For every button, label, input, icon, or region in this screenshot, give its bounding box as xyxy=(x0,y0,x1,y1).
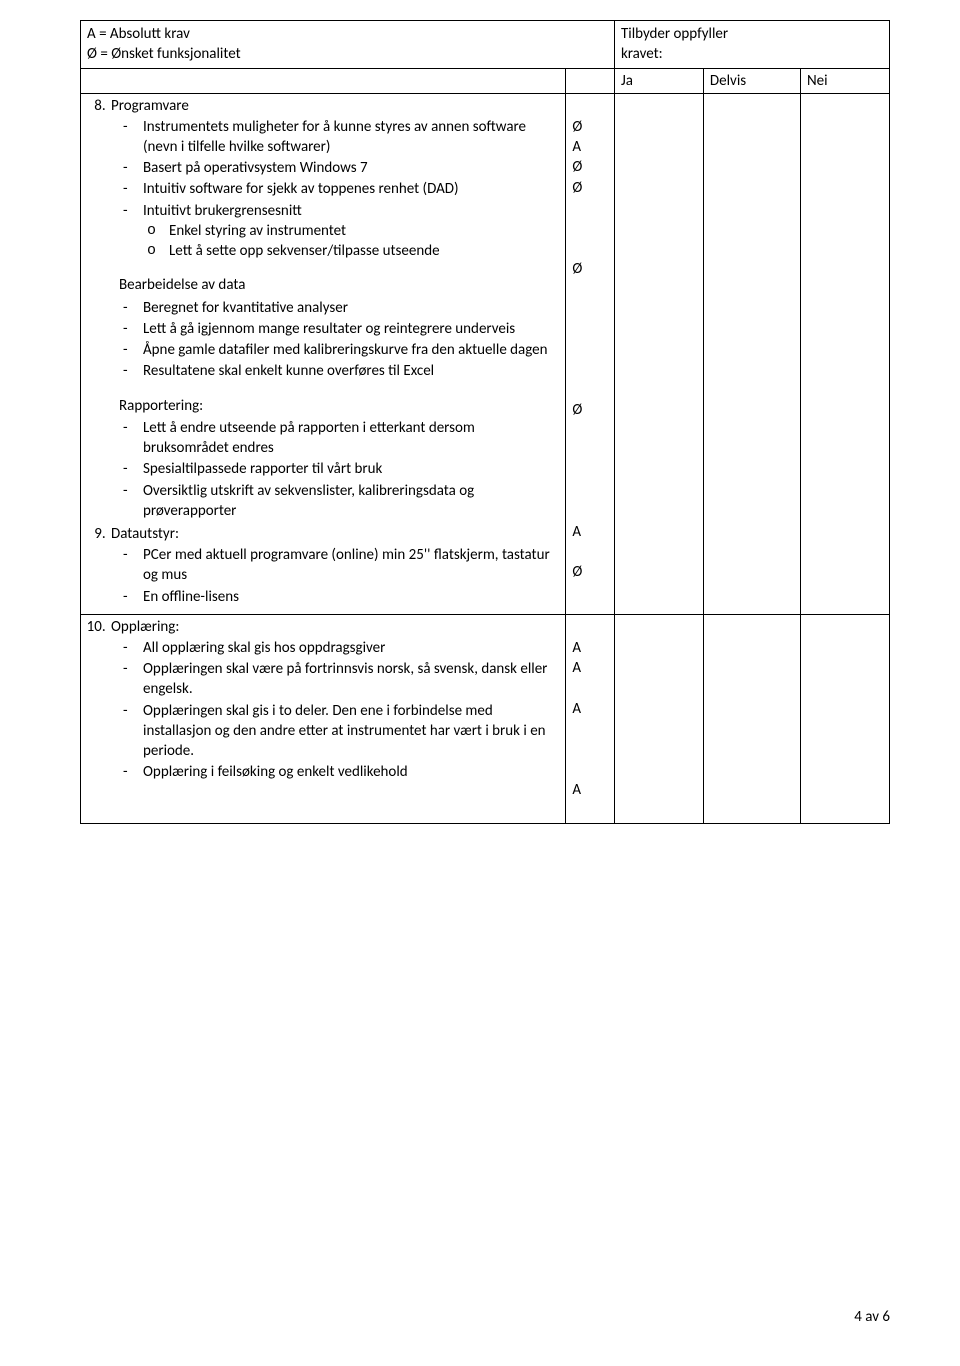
mark-value xyxy=(572,760,608,780)
list-item: PCer med aktuell programvare (online) mi… xyxy=(143,545,559,586)
mark-value xyxy=(572,481,608,501)
mark-value: A xyxy=(572,658,608,678)
ja-cell[interactable] xyxy=(614,614,703,824)
blank-header-1 xyxy=(81,68,566,93)
col-nei: Nei xyxy=(801,68,890,93)
list-item-text: Intuitivt brukergrensesnitt xyxy=(143,202,302,220)
mark-value xyxy=(572,800,608,820)
mark-value xyxy=(572,719,608,739)
sec8-subitems: Enkel styring av instrumentet Lett å set… xyxy=(143,221,559,262)
list-item: All opplæring skal gis hos oppdragsgiver xyxy=(143,638,559,658)
section-10-title: Opplæring: xyxy=(111,618,179,636)
requirements-table: A = Absolutt krav Ø = Ønsket funksjonali… xyxy=(80,20,890,824)
ja-cell[interactable] xyxy=(614,93,703,614)
mark-value xyxy=(572,679,608,699)
mark-value: Ø xyxy=(572,178,608,198)
header-row-2: Ja Delvis Nei xyxy=(81,68,890,93)
marks-8-9: ØAØØ Ø Ø A Ø xyxy=(566,93,615,614)
mark-value xyxy=(572,441,608,461)
list-item: Intuitiv software for sjekk av toppenes … xyxy=(143,179,559,199)
sec10-items: All opplæring skal gis hos oppdragsgiver… xyxy=(111,638,559,783)
mark-value: A xyxy=(572,137,608,157)
sec8-sub2-head: Rapportering: xyxy=(119,396,559,416)
list-item: Lett å gå igjennom mange resultater og r… xyxy=(143,319,559,339)
page: A = Absolutt krav Ø = Ønsket funksjonali… xyxy=(0,0,960,1366)
list-item: Resultatene skal enkelt kunne overføres … xyxy=(143,361,559,381)
mark-value xyxy=(572,380,608,400)
list-item: En offline-lisens xyxy=(143,587,559,607)
fulfill-line-1: Tilbyder oppfyller xyxy=(621,24,883,44)
mark-value: Ø xyxy=(572,259,608,279)
section-9-title: Datautstyr: xyxy=(111,525,179,543)
mark-value xyxy=(572,319,608,339)
nei-cell[interactable] xyxy=(801,93,890,614)
col-delvis: Delvis xyxy=(703,68,800,93)
mark-value xyxy=(572,618,608,638)
fulfill-line-2: kravet: xyxy=(621,44,883,64)
mark-value xyxy=(572,198,608,218)
mark-value: Ø xyxy=(572,400,608,420)
section-list: Programvare Instrumentets muligheter for… xyxy=(87,97,559,607)
mark-value: A xyxy=(572,699,608,719)
list-item: Intuitivt brukergrensesnitt Enkel styrin… xyxy=(143,201,559,262)
fulfill-header: Tilbyder oppfyller kravet: xyxy=(614,21,889,69)
delvis-cell[interactable] xyxy=(703,614,800,824)
legend-line-1: A = Absolutt krav xyxy=(87,24,608,44)
blank-header-2 xyxy=(566,68,615,93)
list-item: Beregnet for kvantitative analyser xyxy=(143,298,559,318)
sec8-sub1-items: Beregnet for kvantitative analyser Lett … xyxy=(111,298,559,382)
content-8-9: Programvare Instrumentets muligheter for… xyxy=(81,93,566,614)
page-footer: 4 av 6 xyxy=(854,1308,890,1326)
mark-value xyxy=(572,739,608,759)
mark-value: A xyxy=(572,522,608,542)
mark-value xyxy=(572,360,608,380)
section-10: Opplæring: All opplæring skal gis hos op… xyxy=(109,618,559,783)
list-item: Instrumentets muligheter for å kunne sty… xyxy=(143,117,559,158)
sec9-items: PCer med aktuell programvare (online) mi… xyxy=(111,545,559,607)
list-item: Basert på operativsystem Windows 7 xyxy=(143,158,559,178)
mark-value xyxy=(572,542,608,562)
legend-line-2: Ø = Ønsket funksjonalitet xyxy=(87,44,608,64)
sec8-sub1-head: Bearbeidelse av data xyxy=(119,275,559,295)
list-item: Opplæringen skal gis i to deler. Den ene… xyxy=(143,701,559,762)
mark-value xyxy=(572,461,608,481)
content-10: Opplæring: All opplæring skal gis hos op… xyxy=(81,614,566,824)
legend-cell: A = Absolutt krav Ø = Ønsket funksjonali… xyxy=(81,21,615,69)
mark-value: Ø xyxy=(572,117,608,137)
list-item: Åpne gamle datafiler med kalibreringskur… xyxy=(143,340,559,360)
sec8-sub2-items: Lett å endre utseende på rapporten i ett… xyxy=(111,418,559,521)
list-item: Lett å sette opp sekvenser/tilpasse utse… xyxy=(169,241,559,261)
section-8: Programvare Instrumentets muligheter for… xyxy=(109,97,559,522)
mark-value xyxy=(572,279,608,299)
list-item: Spesialtilpassede rapporter til vårt bru… xyxy=(143,459,559,479)
mark-value: Ø xyxy=(572,562,608,582)
mark-value xyxy=(572,97,608,117)
marks-10: AA A A xyxy=(566,614,615,824)
list-item: Enkel styring av instrumentet xyxy=(169,221,559,241)
list-item: Lett å endre utseende på rapporten i ett… xyxy=(143,418,559,459)
mark-value xyxy=(572,299,608,319)
mark-value xyxy=(572,238,608,258)
mark-value: A xyxy=(572,638,608,658)
mark-value xyxy=(572,502,608,522)
section-8-title: Programvare xyxy=(111,97,189,115)
nei-cell[interactable] xyxy=(801,614,890,824)
mark-value xyxy=(572,340,608,360)
table-row: Programvare Instrumentets muligheter for… xyxy=(81,93,890,614)
list-item: Opplæring i feilsøking og enkelt vedlike… xyxy=(143,762,559,782)
list-item: Oversiktlig utskrift av sekvenslister, k… xyxy=(143,481,559,522)
sec8-items: Instrumentets muligheter for å kunne sty… xyxy=(111,117,559,262)
header-row-1: A = Absolutt krav Ø = Ønsket funksjonali… xyxy=(81,21,890,69)
section-list-10: Opplæring: All opplæring skal gis hos op… xyxy=(87,618,559,783)
section-9: Datautstyr: PCer med aktuell programvare… xyxy=(109,525,559,607)
list-item: Opplæringen skal være på fortrinnsvis no… xyxy=(143,659,559,700)
mark-value: Ø xyxy=(572,157,608,177)
table-row: Opplæring: All opplæring skal gis hos op… xyxy=(81,614,890,824)
delvis-cell[interactable] xyxy=(703,93,800,614)
col-ja: Ja xyxy=(614,68,703,93)
mark-value: A xyxy=(572,780,608,800)
mark-value xyxy=(572,218,608,238)
mark-value xyxy=(572,421,608,441)
